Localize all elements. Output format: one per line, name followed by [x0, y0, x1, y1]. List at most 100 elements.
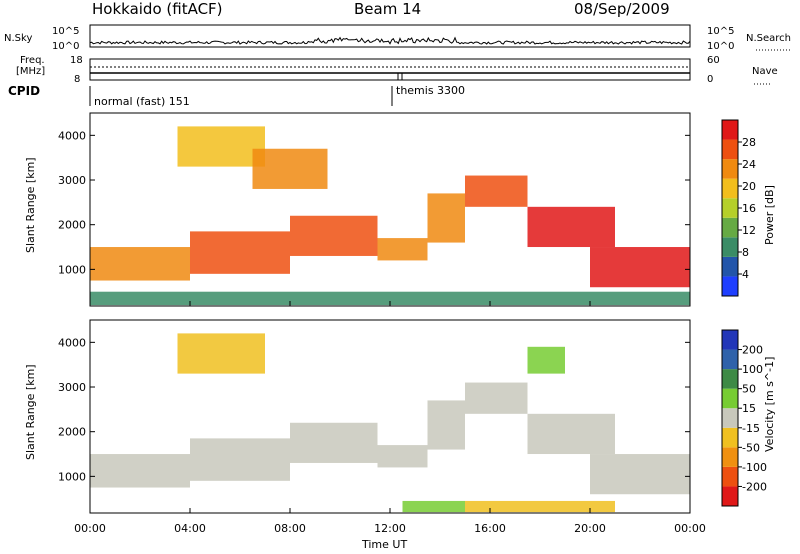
xtick-label: 00:00 — [674, 522, 706, 535]
xtick-label: 16:00 — [474, 522, 506, 535]
heatmap-region — [527, 346, 565, 374]
heatmap-region — [590, 247, 690, 288]
colorbar-tick-label: 8 — [742, 246, 749, 259]
colorbar-tick-label: 16 — [742, 202, 756, 215]
colorbar-tick-label: -50 — [742, 441, 760, 454]
heatmap-region — [465, 500, 615, 513]
velocity-yaxis: 1000 2000 3000 4000 — [58, 336, 690, 483]
power-yaxis: 1000 2000 3000 4000 — [58, 129, 690, 276]
xtick-label: 04:00 — [174, 522, 206, 535]
colorbar-swatch — [722, 237, 738, 257]
heatmap-region — [190, 231, 290, 274]
nave-tick-high: 60 — [707, 55, 720, 66]
ytick-label: 1000 — [58, 263, 86, 276]
beam-title: Beam 14 — [354, 0, 421, 18]
ytick-label: 4000 — [58, 336, 86, 349]
heatmap-region — [590, 454, 690, 495]
xaxis-label: Time UT — [361, 538, 407, 551]
nsearch-tick-low: 10^0 — [707, 41, 734, 52]
colorbar-swatch — [722, 330, 738, 350]
colorbar-swatch — [722, 427, 738, 448]
heatmap-region — [290, 215, 378, 256]
power-colorbar: 28 24 20 16 12 8 4 — [721, 119, 756, 297]
heatmap-region — [465, 175, 528, 207]
xtick-label: 20:00 — [574, 522, 606, 535]
heatmap-region — [290, 422, 378, 463]
heatmap-region — [465, 382, 528, 414]
heatmap-region — [90, 454, 190, 488]
colorbar-frame — [721, 329, 739, 507]
colorbar-swatch — [722, 388, 738, 409]
xtick-label: 08:00 — [274, 522, 306, 535]
freq-label-1: Freq. — [20, 55, 45, 66]
heatmap-region — [90, 291, 690, 306]
nave-tick-low: 0 — [707, 74, 713, 85]
colorbar-swatch — [722, 198, 738, 218]
ytick-label: 3000 — [58, 174, 86, 187]
nsky-series — [89, 36, 691, 45]
colorbar-swatch — [722, 256, 738, 277]
xtick-label: 12:00 — [374, 522, 406, 535]
velocity-ylabel: Slant Range [km] — [24, 364, 37, 460]
nave-label: Nave — [752, 66, 778, 77]
ytick-label: 2000 — [58, 426, 86, 439]
cpid-label: CPID — [8, 84, 40, 98]
heatmap-region — [527, 206, 615, 248]
freq-panel — [89, 58, 691, 81]
colorbar-tick-label: 100 — [742, 363, 763, 376]
colorbar-swatch — [722, 447, 738, 467]
ytick-label: 1000 — [58, 470, 86, 483]
date-title: 08/Sep/2009 — [574, 0, 670, 18]
freq-tick-high: 18 — [70, 55, 83, 66]
velocity-colorbar: 200 100 50 15 -15 -50 -100 -200 — [721, 329, 767, 507]
power-colorbar-label: Power [dB] — [763, 185, 776, 245]
colorbar-tick-label: 28 — [742, 136, 756, 149]
nsky-label: N.Sky — [4, 33, 32, 44]
xtick-label: 00:00 — [74, 522, 106, 535]
colorbar-tick-label: 12 — [742, 224, 756, 237]
freq-label-2: [MHz] — [16, 66, 45, 77]
radar-title: Hokkaido (fitACF) — [92, 0, 223, 18]
ytick-label: 4000 — [58, 129, 86, 142]
nsky-panel — [89, 24, 691, 48]
colorbar-tick-label: 200 — [742, 344, 763, 357]
heatmap-region — [402, 500, 465, 513]
cpid-segment-1: normal (fast) 151 — [94, 95, 190, 108]
colorbar-tick-label: -200 — [742, 480, 767, 493]
freq-tick-low: 8 — [74, 74, 80, 85]
colorbar-tick-label: 4 — [742, 268, 749, 281]
colorbar-swatch — [722, 217, 738, 238]
nsearch-label: N.Search — [746, 33, 791, 44]
nsky-tick-low: 10^0 — [52, 41, 79, 52]
velocity-colorbar-label: Velocity [m s^-1] — [763, 357, 776, 452]
heatmap-region — [427, 400, 465, 450]
power-ylabel: Slant Range [km] — [24, 157, 37, 253]
heatmap-region — [377, 445, 428, 468]
colorbar-tick-label: 50 — [742, 383, 756, 396]
heatmap-region — [177, 126, 265, 167]
ytick-label: 3000 — [58, 381, 86, 394]
colorbar-swatch — [722, 276, 738, 296]
cpid-segment-2: themis 3300 — [396, 84, 465, 97]
colorbar-swatch — [722, 120, 738, 140]
colorbar-tick-label: 15 — [742, 402, 756, 415]
heatmap-region — [177, 333, 265, 374]
heatmap-region — [90, 247, 190, 281]
colorbar-swatch — [722, 178, 738, 199]
heatmap-region — [377, 238, 428, 261]
colorbar-tick-label: -15 — [742, 422, 760, 435]
colorbar-swatch — [722, 486, 738, 506]
colorbar-swatch — [722, 466, 738, 487]
colorbar-swatch — [722, 159, 738, 179]
ytick-label: 2000 — [58, 219, 86, 232]
nsky-tick-high: 10^5 — [52, 26, 79, 37]
colorbar-swatch — [722, 349, 738, 370]
heatmap-region — [427, 193, 465, 243]
velocity-heatmap — [90, 333, 690, 513]
colorbar-swatch — [722, 139, 738, 160]
heatmap-region — [527, 413, 615, 455]
colorbar-tick-label: 20 — [742, 180, 756, 193]
time-axis: 00:00 04:00 08:00 12:00 16:00 20:00 00:00 — [74, 301, 706, 535]
nsearch-tick-high: 10^5 — [707, 26, 734, 37]
